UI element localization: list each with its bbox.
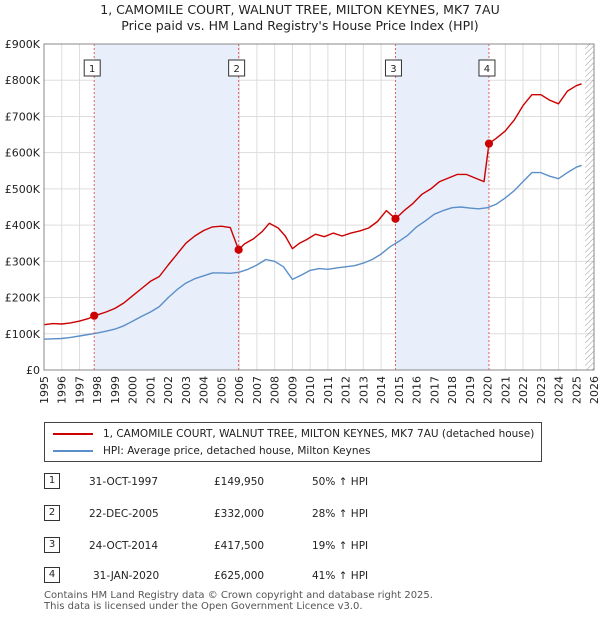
- x-tick-label: 2004: [198, 376, 211, 404]
- y-tick-label: £900K: [5, 38, 41, 51]
- x-tick-label: 2021: [499, 376, 512, 404]
- x-tick-label: 1996: [56, 376, 69, 404]
- sale-number-box: [384, 59, 402, 77]
- sale-number-label: 1: [89, 64, 95, 75]
- x-tick-label: 2026: [588, 376, 600, 404]
- sale-badge: 1: [44, 473, 60, 489]
- y-tick-label: £700K: [5, 110, 41, 123]
- shaded-span: [395, 44, 489, 370]
- sale-price: £417,500: [214, 540, 265, 552]
- sale-point: [391, 214, 400, 223]
- sale-row-1: 1 31-OCT-1997 £149,950 50% ↑ HPI: [0, 472, 600, 492]
- y-tick-label: £300K: [5, 255, 41, 268]
- x-tick-label: 2014: [375, 376, 388, 404]
- sale-price: £149,950: [214, 476, 265, 488]
- x-tick-label: 2020: [482, 376, 495, 404]
- sale-price: £332,000: [214, 508, 265, 520]
- legend: 1, CAMOMILE COURT, WALNUT TREE, MILTON K…: [44, 422, 542, 462]
- sale-date: 31-OCT-1997: [89, 476, 158, 488]
- sale-badge: 3: [44, 537, 60, 553]
- x-tick-label: 2000: [127, 376, 140, 404]
- y-tick-label: £600K: [5, 147, 41, 160]
- legend-label-property: 1, CAMOMILE COURT, WALNUT TREE, MILTON K…: [103, 428, 535, 440]
- y-tick-label: £800K: [5, 74, 41, 87]
- x-tick-label: 2023: [535, 376, 548, 404]
- x-tick-label: 2008: [269, 376, 282, 404]
- sale-price: £625,000: [214, 570, 265, 582]
- shaded-span: [94, 44, 239, 370]
- legend-item-hpi: HPI: Average price, detached house, Milt…: [53, 443, 370, 459]
- sale-badge: 4: [44, 567, 60, 583]
- x-tick-label: 2025: [570, 376, 583, 404]
- sale-hpi: 41% ↑ HPI: [312, 570, 369, 582]
- price-chart: £0 £100K £200K £300K £400K £500K £600K £700K £80…: [5, 38, 600, 404]
- chart-title: 1, CAMOMILE COURT, WALNUT TREE, MILTON K…: [100, 2, 500, 17]
- legend-swatch-property: [53, 433, 93, 435]
- x-tick-label: 2001: [144, 376, 157, 404]
- x-tick-label: 2003: [180, 376, 193, 404]
- x-tick-label: 2010: [304, 376, 317, 404]
- plot-frame: [43, 43, 595, 371]
- sale-point: [484, 139, 494, 148]
- legend-item-property: 1, CAMOMILE COURT, WALNUT TREE, MILTON K…: [53, 426, 534, 442]
- x-tick-label: 2022: [517, 376, 530, 404]
- sale-date: 22-DEC-2005: [89, 508, 159, 520]
- y-tick-label: £0: [26, 364, 40, 377]
- x-tick-label: 2011: [322, 376, 335, 404]
- sale-hpi: 28% ↑ HPI: [312, 508, 369, 520]
- footer: Contains HM Land Registry data © Crown c…: [44, 590, 433, 612]
- sale-number-box: [83, 59, 101, 77]
- legend-swatch-hpi: [53, 450, 93, 452]
- x-tick-label: 2019: [464, 376, 477, 404]
- x-tick-label: 2018: [446, 376, 459, 404]
- footer-copyright: Contains HM Land Registry data © Crown c…: [44, 590, 433, 601]
- sale-number-label: 2: [233, 64, 239, 75]
- x-tick-label: 1997: [73, 376, 86, 404]
- y-tick-label: £500K: [5, 183, 41, 196]
- x-tick-label: 2015: [393, 376, 406, 404]
- x-tick-label: 2005: [215, 376, 228, 404]
- x-tick-label: 2002: [162, 376, 175, 404]
- x-tick-label: 2017: [428, 376, 441, 404]
- footer-license: This data is licensed under the Open Gov…: [44, 601, 363, 612]
- x-tick-label: 1998: [91, 376, 104, 404]
- legend-label-hpi: HPI: Average price, detached house, Milt…: [103, 445, 371, 457]
- x-tick-label: 2012: [340, 376, 353, 404]
- y-tick-label: £100K: [5, 328, 41, 341]
- x-tick-label: 2024: [553, 376, 566, 404]
- sale-badge: 2: [44, 505, 60, 521]
- x-tick-label: 1999: [109, 376, 122, 404]
- x-tick-label: 1995: [38, 376, 51, 404]
- y-tick-label: £200K: [5, 292, 41, 305]
- sale-date: 24-OCT-2014: [89, 540, 158, 552]
- x-tick-label: 2006: [233, 376, 246, 404]
- x-tick-label: 2016: [411, 376, 424, 404]
- sale-point: [90, 311, 99, 320]
- hpi-line: [43, 164, 582, 340]
- sale-date: 31-JAN-2020: [93, 570, 160, 582]
- x-tick-label: 2013: [357, 376, 370, 404]
- y-tick-label: £400K: [5, 219, 41, 232]
- sale-row-4: 4 31-JAN-2020 £625,000 41% ↑ HPI: [0, 566, 600, 586]
- x-tick-label: 2007: [251, 376, 264, 404]
- sale-number-label: 3: [390, 64, 396, 75]
- sale-number-box: [228, 59, 246, 77]
- sale-number-label: 4: [484, 64, 490, 75]
- sale-point: [234, 245, 243, 254]
- sale-row-2: 2 22-DEC-2005 £332,000 28% ↑ HPI: [0, 504, 600, 524]
- sale-number-box: [478, 59, 496, 77]
- x-tick-label: 2009: [286, 376, 299, 404]
- sale-hpi: 19% ↑ HPI: [312, 540, 369, 552]
- sale-row-3: 3 24-OCT-2014 £417,500 19% ↑ HPI: [0, 536, 600, 556]
- chart-subtitle: Price paid vs. HM Land Registry's House …: [121, 18, 479, 33]
- sale-hpi: 50% ↑ HPI: [312, 476, 369, 488]
- hatched-region: [585, 44, 594, 370]
